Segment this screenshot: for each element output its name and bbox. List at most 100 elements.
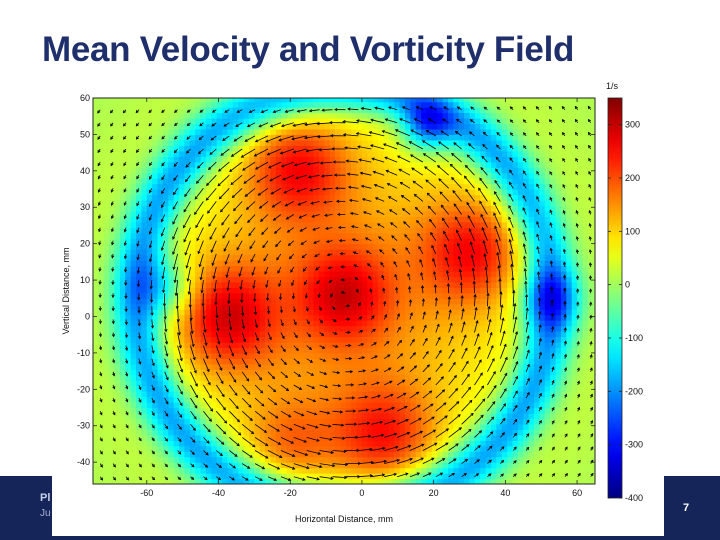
heatmap-cell <box>313 402 320 409</box>
heatmap-cell <box>340 451 347 458</box>
heatmap-cell <box>109 123 116 130</box>
heatmap-cell <box>130 101 137 108</box>
heatmap-cell <box>367 238 374 245</box>
heatmap-cell <box>216 260 223 267</box>
heatmap-cell <box>136 358 143 365</box>
heatmap-cell <box>367 462 374 469</box>
heatmap-cell <box>146 434 153 441</box>
heatmap-cell <box>318 270 325 278</box>
heatmap-cell <box>254 314 261 321</box>
heatmap-cell <box>119 227 126 234</box>
heatmap-cell <box>254 391 261 398</box>
heatmap-cell <box>351 396 358 403</box>
heatmap-cell <box>388 314 395 321</box>
heatmap-cell <box>383 101 390 108</box>
heatmap-cell <box>109 331 116 338</box>
heatmap-cell <box>297 478 304 484</box>
heatmap-cell <box>195 254 202 261</box>
heatmap-cell <box>141 374 148 381</box>
heatmap-cell <box>335 320 342 327</box>
heatmap-cell <box>265 445 272 452</box>
heatmap-cell <box>464 183 471 190</box>
heatmap-cell <box>302 276 309 283</box>
heatmap-cell <box>404 210 411 217</box>
heatmap-cell <box>222 358 229 365</box>
heatmap-cell <box>254 380 261 387</box>
heatmap-cell <box>109 451 116 458</box>
heatmap-cell <box>93 418 99 425</box>
heatmap-cell <box>211 423 218 430</box>
heatmap-cell <box>318 227 325 234</box>
heatmap-cell <box>254 451 261 458</box>
heatmap-cell <box>356 167 363 174</box>
heatmap-cell <box>216 249 223 256</box>
heatmap-cell <box>254 172 261 179</box>
heatmap-cell <box>189 445 196 452</box>
heatmap-cell <box>157 249 164 256</box>
heatmap-cell <box>383 429 390 436</box>
heatmap-cell <box>248 402 255 409</box>
heatmap-cell <box>103 347 110 354</box>
heatmap-cell <box>431 451 438 458</box>
heatmap-cell <box>275 276 282 283</box>
heatmap-cell <box>431 183 438 190</box>
heatmap-cell <box>281 270 288 278</box>
heatmap-cell <box>265 451 272 458</box>
heatmap-cell <box>205 216 212 223</box>
heatmap-cell <box>173 112 180 119</box>
heatmap-cell <box>383 396 390 403</box>
heatmap-cell <box>383 134 390 141</box>
heatmap-cell <box>297 281 304 288</box>
heatmap-cell <box>179 205 186 212</box>
heatmap-cell <box>248 347 255 354</box>
heatmap-cell <box>458 292 465 299</box>
heatmap-cell <box>114 363 121 370</box>
heatmap-cell <box>265 473 272 480</box>
heatmap-cell <box>302 363 309 370</box>
heatmap-cell <box>324 243 331 250</box>
heatmap-cell <box>173 145 180 152</box>
heatmap-cell <box>130 227 137 234</box>
heatmap-cell <box>324 418 331 425</box>
heatmap-cell <box>168 276 175 283</box>
heatmap-cell <box>243 429 250 436</box>
heatmap-cell <box>378 161 385 168</box>
heatmap-cell <box>173 369 180 376</box>
heatmap-cell <box>141 249 148 256</box>
heatmap-cell <box>109 385 116 392</box>
heatmap-cell <box>259 309 266 316</box>
heatmap-cell <box>259 363 266 370</box>
heatmap-cell <box>383 331 390 338</box>
heatmap-cell <box>318 429 325 436</box>
heatmap-cell <box>318 473 325 480</box>
heatmap-cell <box>162 216 169 223</box>
heatmap-cell <box>442 98 449 103</box>
heatmap-cell <box>447 134 454 141</box>
heatmap-cell <box>130 429 137 436</box>
heatmap-cell <box>281 249 288 256</box>
heatmap-cell <box>431 467 438 474</box>
heatmap-cell <box>399 396 406 403</box>
heatmap-cell <box>281 369 288 376</box>
heatmap-cell <box>335 341 342 349</box>
heatmap-cell <box>238 320 245 327</box>
heatmap-cell <box>189 429 196 436</box>
heatmap-cell <box>361 369 368 376</box>
heatmap-cell <box>173 385 180 392</box>
heatmap-cell <box>410 407 417 414</box>
heatmap-cell <box>216 265 223 272</box>
heatmap-cell <box>119 216 126 223</box>
heatmap-cell <box>464 178 471 185</box>
heatmap-cell <box>275 374 282 381</box>
heatmap-cell <box>265 358 272 365</box>
heatmap-cell <box>329 183 336 190</box>
heatmap-cell <box>243 314 250 321</box>
heatmap-cell <box>109 287 116 294</box>
heatmap-cell <box>335 440 342 447</box>
heatmap-cell <box>361 265 368 272</box>
heatmap-cell <box>173 331 180 338</box>
heatmap-cell <box>114 380 121 387</box>
heatmap-cell <box>458 118 465 125</box>
heatmap-cell <box>184 221 191 228</box>
heatmap-cell <box>248 434 255 441</box>
